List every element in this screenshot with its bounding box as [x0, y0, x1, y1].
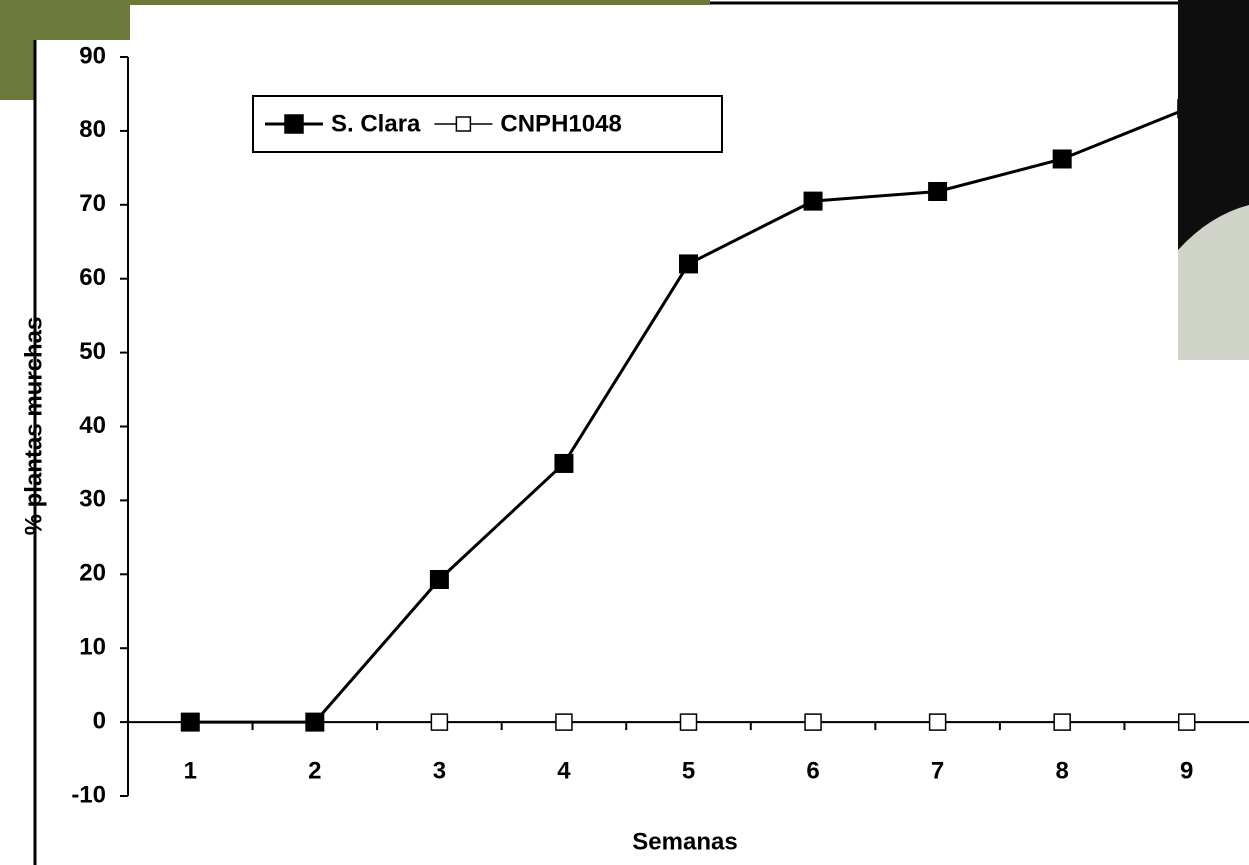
x-tick-label: 1 [184, 757, 197, 784]
marker [306, 713, 324, 731]
y-tick-label: 30 [79, 486, 106, 513]
marker [430, 570, 448, 588]
x-tick-label: 9 [1180, 757, 1193, 784]
y-tick-label: 40 [79, 412, 106, 439]
y-tick-label: 60 [79, 264, 106, 291]
legend-label: S. Clara [331, 110, 421, 137]
marker [1179, 714, 1195, 730]
marker [555, 454, 573, 472]
y-tick-label: 50 [79, 338, 106, 365]
y-tick-label: 90 [79, 42, 106, 69]
y-axis-label: % plantas murchas [20, 317, 47, 536]
x-tick-label: 7 [931, 757, 944, 784]
y-tick-label: 0 [93, 707, 106, 734]
x-tick-label: 2 [308, 757, 321, 784]
marker [804, 192, 822, 210]
x-tick-label: 3 [433, 757, 446, 784]
legend-marker [285, 115, 303, 133]
y-tick-label: 70 [79, 190, 106, 217]
marker [181, 713, 199, 731]
marker [681, 714, 697, 730]
x-tick-label: 6 [806, 757, 819, 784]
x-tick-label: 4 [557, 757, 571, 784]
legend-marker [456, 117, 470, 131]
marker [431, 714, 447, 730]
marker [556, 714, 572, 730]
marker [930, 714, 946, 730]
marker [1054, 714, 1070, 730]
chart: -10 0 10 20 30 40 50 60 70 80 90 1 2 3 4 5 6 7 8 9 S. Clara C… [0, 0, 1249, 865]
y-tick-label: 80 [79, 116, 106, 143]
y-tick-label: -10 [71, 781, 106, 808]
x-axis-label: Semanas [632, 828, 737, 855]
x-tick-label: 5 [682, 757, 695, 784]
marker [680, 255, 698, 273]
legend: S. Clara CNPH1048 [253, 96, 722, 152]
y-tick-label: 20 [79, 560, 106, 587]
marker [929, 182, 947, 200]
legend-label: CNPH1048 [500, 110, 621, 137]
marker [1053, 150, 1071, 168]
x-tick-label: 8 [1055, 757, 1068, 784]
y-tick-label: 10 [79, 634, 106, 661]
marker [805, 714, 821, 730]
